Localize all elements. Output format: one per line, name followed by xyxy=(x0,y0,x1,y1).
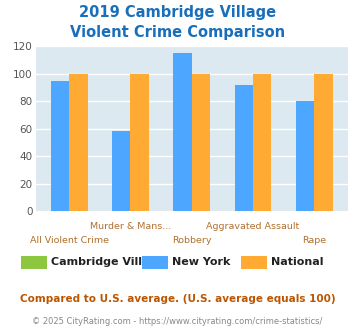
Bar xyxy=(314,74,333,211)
Bar xyxy=(112,131,130,211)
Text: Compared to U.S. average. (U.S. average equals 100): Compared to U.S. average. (U.S. average … xyxy=(20,294,335,304)
Bar xyxy=(69,74,88,211)
Text: 2019 Cambridge Village
Violent Crime Comparison: 2019 Cambridge Village Violent Crime Com… xyxy=(70,5,285,40)
Text: Cambridge Village: Cambridge Village xyxy=(51,257,165,267)
Text: All Violent Crime: All Violent Crime xyxy=(30,236,109,245)
Text: Robbery: Robbery xyxy=(172,236,212,245)
Text: National: National xyxy=(271,257,324,267)
Bar xyxy=(130,74,149,211)
Bar xyxy=(173,53,192,211)
Text: Rape: Rape xyxy=(302,236,326,245)
Bar xyxy=(296,101,314,211)
Bar xyxy=(235,85,253,211)
Bar xyxy=(253,74,271,211)
Text: Aggravated Assault: Aggravated Assault xyxy=(206,222,300,231)
Text: Murder & Mans...: Murder & Mans... xyxy=(90,222,171,231)
Text: © 2025 CityRating.com - https://www.cityrating.com/crime-statistics/: © 2025 CityRating.com - https://www.city… xyxy=(32,317,323,326)
Bar xyxy=(192,74,210,211)
Text: New York: New York xyxy=(172,257,230,267)
Bar xyxy=(51,81,69,211)
